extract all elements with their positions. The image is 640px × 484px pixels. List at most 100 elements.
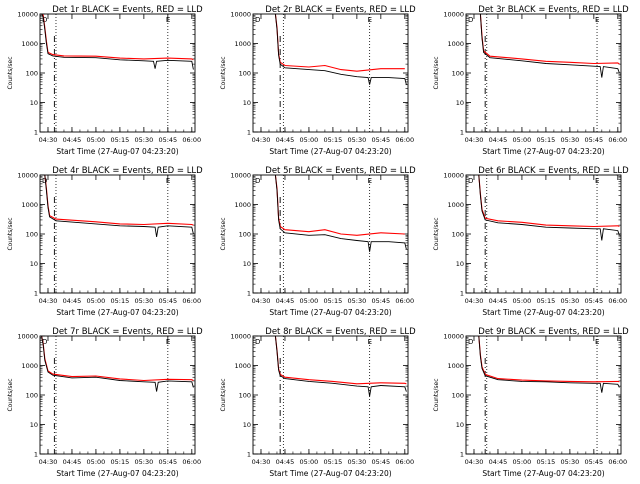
- panel-det-1: Det 1r BLACK = Events, RED = LLD Counts/s…: [7, 5, 203, 156]
- x-tick-label: 05:45: [371, 458, 390, 466]
- plot-frame: [465, 13, 622, 133]
- x-tick-label: 04:30: [39, 136, 58, 144]
- x-tick-label: 05:00: [300, 136, 319, 144]
- y-tick-label: 10000: [17, 172, 38, 180]
- y-tick-label: 1000: [21, 362, 38, 370]
- x-tick-label: 05:30: [347, 297, 366, 305]
- x-axis-label: Start Time (27-Aug-07 04:23:20): [269, 147, 391, 156]
- x-tick-label: 04:45: [276, 136, 295, 144]
- panel-title: Det 6r BLACK = Events, RED = LLD: [478, 166, 629, 176]
- panel-det-7: Det 7r BLACK = Events, RED = LLD Counts/s…: [7, 327, 203, 478]
- x-tick-label: 04:30: [252, 297, 271, 305]
- x-tick-label: 04:30: [465, 136, 484, 144]
- y-tick-label: 100: [239, 392, 251, 400]
- y-tick-label: 1: [247, 451, 251, 459]
- x-tick-label: 05:45: [371, 136, 390, 144]
- x-tick-label: 05:30: [134, 297, 153, 305]
- x-tick-label: 05:00: [87, 297, 106, 305]
- y-tick-label: 1: [247, 290, 251, 298]
- panel-title: Det 9r BLACK = Events, RED = LLD: [478, 327, 629, 337]
- y-tick-label: 10: [243, 421, 251, 429]
- y-tick-label: 10: [30, 421, 38, 429]
- y-tick-label: 1: [460, 290, 464, 298]
- x-tick-label: 06:00: [395, 458, 414, 466]
- corner-mark-left: D: [42, 177, 47, 185]
- x-tick-label: 06:00: [608, 458, 627, 466]
- y-tick-label: 1: [34, 129, 38, 137]
- panel-det-9: Det 9r BLACK = Events, RED = LLD Counts/s…: [433, 327, 629, 478]
- x-tick-label: 05:15: [111, 136, 130, 144]
- corner-mark-left: D: [468, 16, 473, 24]
- x-axis-label: Start Time (27-Aug-07 04:23:20): [482, 308, 604, 317]
- x-tick-label: 05:15: [324, 136, 343, 144]
- plot-frame: [252, 335, 409, 455]
- corner-mark-left: D: [255, 177, 260, 185]
- y-tick-label: 10000: [17, 11, 38, 19]
- series-line-events: [41, 336, 194, 392]
- y-tick-label: 100: [26, 231, 38, 239]
- x-tick-label: 05:15: [537, 136, 556, 144]
- plot-frame: [39, 335, 196, 455]
- corner-mark-right: E: [368, 177, 372, 185]
- panel-title: Det 8r BLACK = Events, RED = LLD: [265, 327, 416, 337]
- series-line-lld: [44, 175, 194, 226]
- x-tick-label: 05:15: [111, 458, 130, 466]
- x-tick-label: 04:30: [465, 297, 484, 305]
- y-axis-label: Counts/sec: [7, 378, 14, 411]
- corner-mark-right: E: [166, 177, 170, 185]
- x-tick-label: 04:45: [489, 136, 508, 144]
- x-axis-label: Start Time (27-Aug-07 04:23:20): [56, 147, 178, 156]
- x-tick-label: 05:15: [324, 458, 343, 466]
- y-tick-label: 10: [30, 260, 38, 268]
- x-axis-label: Start Time (27-Aug-07 04:23:20): [56, 469, 178, 478]
- x-tick-label: 04:45: [276, 458, 295, 466]
- y-tick-label: 10: [456, 260, 464, 268]
- y-tick-label: 10: [30, 99, 38, 107]
- y-tick-label: 10: [243, 99, 251, 107]
- x-tick-label: 05:45: [584, 297, 603, 305]
- y-tick-label: 100: [239, 231, 251, 239]
- y-tick-label: 1000: [234, 40, 251, 48]
- plot-frame: [39, 174, 196, 294]
- x-axis-label: Start Time (27-Aug-07 04:23:20): [56, 308, 178, 317]
- y-tick-label: 100: [239, 70, 251, 78]
- series-line-lld: [274, 336, 407, 385]
- x-tick-label: 04:45: [489, 458, 508, 466]
- x-tick-label: 06:00: [608, 136, 627, 144]
- y-tick-label: 1000: [21, 201, 38, 209]
- x-tick-label: 05:30: [560, 297, 579, 305]
- plot-frame: [465, 335, 622, 455]
- panel-title: Det 4r BLACK = Events, RED = LLD: [52, 166, 203, 176]
- corner-mark-left: D: [255, 338, 260, 346]
- series-line-events: [478, 175, 620, 241]
- y-tick-label: 10000: [17, 333, 38, 341]
- y-tick-label: 10: [456, 421, 464, 429]
- series-line-events: [479, 14, 620, 78]
- corner-mark-right: E: [368, 16, 372, 24]
- series-line-events: [44, 175, 194, 237]
- plot-frame: [252, 13, 409, 133]
- panel-title: Det 1r BLACK = Events, RED = LLD: [52, 5, 203, 15]
- x-tick-label: 06:00: [608, 297, 627, 305]
- y-tick-label: 1: [460, 451, 464, 459]
- y-tick-label: 1000: [234, 201, 251, 209]
- corner-mark-left: D: [468, 338, 473, 346]
- y-axis-label: Counts/sec: [220, 56, 227, 89]
- x-tick-label: 05:30: [347, 458, 366, 466]
- x-tick-label: 06:00: [395, 297, 414, 305]
- x-tick-label: 05:45: [584, 136, 603, 144]
- corner-mark-right: E: [595, 338, 599, 346]
- y-tick-label: 1: [460, 129, 464, 137]
- y-tick-label: 1000: [21, 40, 38, 48]
- y-tick-label: 10000: [443, 333, 464, 341]
- y-axis-label: Counts/sec: [7, 217, 14, 250]
- panel-title: Det 7r BLACK = Events, RED = LLD: [52, 327, 203, 337]
- x-tick-label: 05:15: [537, 297, 556, 305]
- x-tick-label: 04:30: [252, 136, 271, 144]
- x-tick-label: 05:45: [371, 297, 390, 305]
- x-tick-label: 05:15: [537, 458, 556, 466]
- x-tick-label: 06:00: [182, 297, 201, 305]
- y-axis-label: Counts/sec: [220, 217, 227, 250]
